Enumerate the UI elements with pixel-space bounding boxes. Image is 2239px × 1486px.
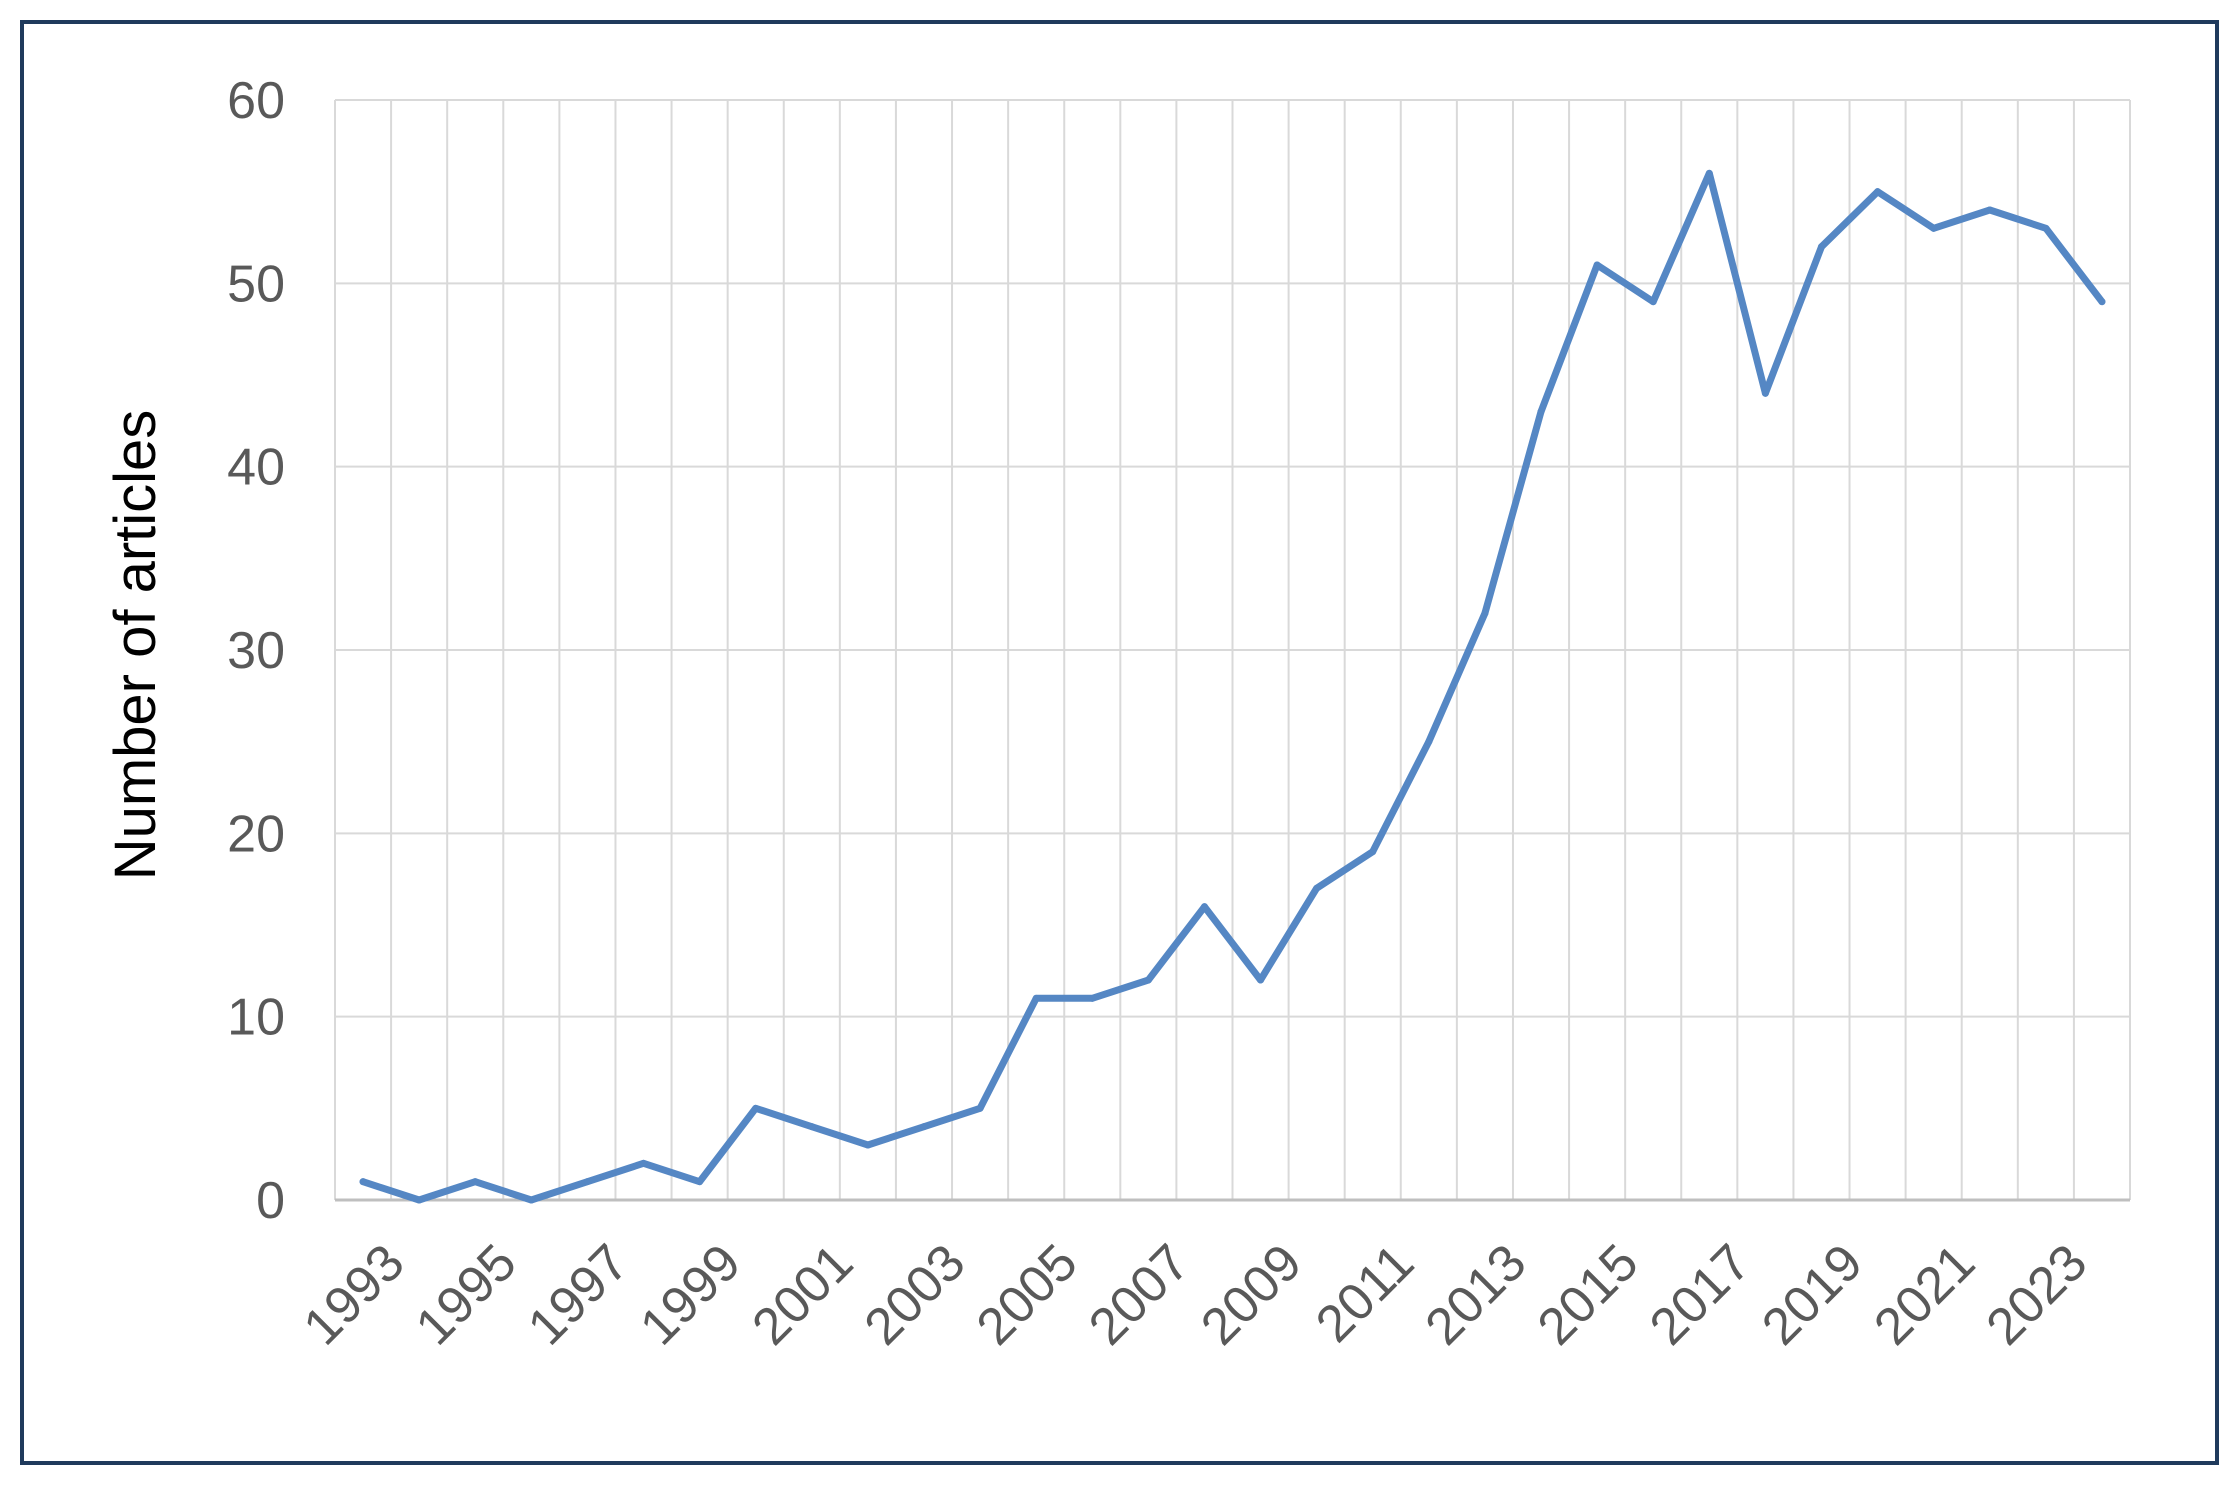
series (359, 169, 2106, 1204)
data-point (1088, 994, 1096, 1002)
series-line (359, 169, 2106, 1204)
data-point (1761, 389, 1769, 397)
data-point (864, 1141, 872, 1149)
data-point (1200, 903, 1208, 911)
data-point (808, 1123, 816, 1131)
data-point (2098, 298, 2106, 306)
data-point (527, 1196, 535, 1204)
data-point (976, 1104, 984, 1112)
y-tick-label: 20 (227, 805, 285, 863)
data-point (471, 1178, 479, 1186)
data-point (1313, 884, 1321, 892)
y-tick-label: 10 (227, 989, 285, 1047)
data-point (2042, 224, 2050, 232)
y-tick-label: 50 (227, 255, 285, 313)
data-point (1144, 976, 1152, 984)
y-tick-label: 40 (227, 439, 285, 497)
data-point (1481, 609, 1489, 617)
data-point (1032, 994, 1040, 1002)
y-tick-label: 30 (227, 622, 285, 680)
data-point (1649, 298, 1657, 306)
y-tick-labels: 0 10 20 30 40 50 60 (227, 72, 285, 1230)
data-point (359, 1178, 367, 1186)
data-point (1257, 976, 1265, 984)
data-point (1425, 738, 1433, 746)
data-point (920, 1123, 928, 1131)
data-point (1874, 188, 1882, 196)
data-point (1986, 206, 1994, 214)
data-point (1369, 848, 1377, 856)
data-point (1930, 224, 1938, 232)
y-tick-label: 0 (256, 1172, 285, 1230)
y-axis-title: Number of articles (103, 410, 168, 881)
data-point (415, 1196, 423, 1204)
data-point (1537, 408, 1545, 416)
data-point (752, 1104, 760, 1112)
data-point (640, 1159, 648, 1167)
data-point (1593, 261, 1601, 269)
data-point (696, 1178, 704, 1186)
data-point (583, 1178, 591, 1186)
data-point (1817, 243, 1825, 251)
data-point (1705, 169, 1713, 177)
y-tick-label: 60 (227, 72, 285, 130)
